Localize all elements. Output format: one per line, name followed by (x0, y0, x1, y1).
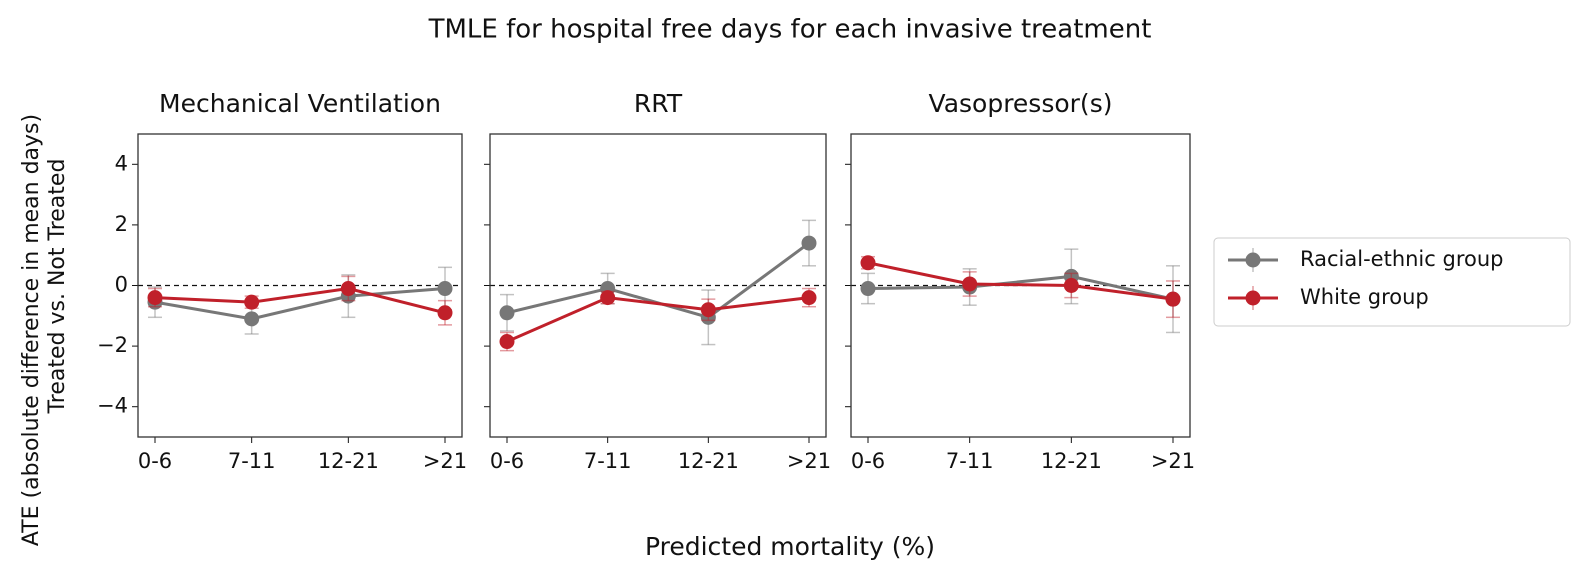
legend-marker (1245, 252, 1261, 268)
x-tick-label: 0-6 (851, 449, 885, 473)
y-tick-label: 4 (115, 151, 128, 175)
point (244, 294, 260, 310)
x-tick-label: >21 (787, 449, 831, 473)
x-tick-label: >21 (423, 449, 467, 473)
x-tick-label: 0-6 (490, 449, 524, 473)
x-tick-label: 12-21 (678, 449, 739, 473)
series-line (506, 296, 810, 343)
x-tick-label: 7-11 (228, 449, 276, 473)
series-line (867, 274, 1174, 301)
figure-title: TMLE for hospital free days for each inv… (428, 15, 1152, 45)
legend-marker (1245, 290, 1261, 306)
y-tick-label: 2 (115, 212, 128, 236)
x-tick-label: 7-11 (584, 449, 632, 473)
y-tick-label: −2 (97, 333, 128, 357)
point (437, 281, 453, 297)
plot-frame (850, 133, 1191, 438)
point (600, 290, 616, 306)
y-axis-label: Treated vs. Not Treated (45, 159, 70, 415)
point (860, 255, 876, 271)
legend-label: White group (1300, 285, 1429, 309)
plot-frame (489, 133, 827, 438)
point (962, 276, 978, 292)
panel-title: Vasopressor(s) (929, 89, 1113, 118)
point (147, 290, 163, 306)
point (860, 281, 876, 297)
x-tick-label: 0-6 (138, 449, 172, 473)
point (801, 290, 817, 306)
x-tick-label: 7-11 (946, 449, 994, 473)
plot-frame (137, 133, 463, 438)
point (1063, 278, 1079, 293)
series-line (154, 287, 446, 321)
y-tick-label: −4 (97, 394, 128, 418)
point (700, 302, 716, 318)
point (499, 334, 515, 350)
y-axis-label: ATE (absolute difference in mean days) (19, 114, 44, 546)
x-tick-label: 12-21 (1041, 449, 1102, 473)
panel-title: Mechanical Ventilation (159, 89, 441, 118)
legend-box (1213, 237, 1571, 327)
y-tick-label: 0 (115, 273, 128, 297)
point (244, 311, 260, 327)
series-line (154, 287, 446, 315)
point (437, 305, 453, 321)
legend-label: Racial-ethnic group (1300, 247, 1503, 271)
x-axis-label: Predicted mortality (%) (645, 532, 935, 561)
point (1165, 291, 1181, 307)
x-tick-label: >21 (1151, 449, 1195, 473)
series-line (506, 241, 810, 319)
point (801, 235, 817, 251)
panel-title: RRT (634, 89, 683, 118)
series-line (867, 261, 1174, 301)
point (499, 305, 515, 321)
point (340, 281, 356, 297)
x-tick-label: 12-21 (318, 449, 379, 473)
